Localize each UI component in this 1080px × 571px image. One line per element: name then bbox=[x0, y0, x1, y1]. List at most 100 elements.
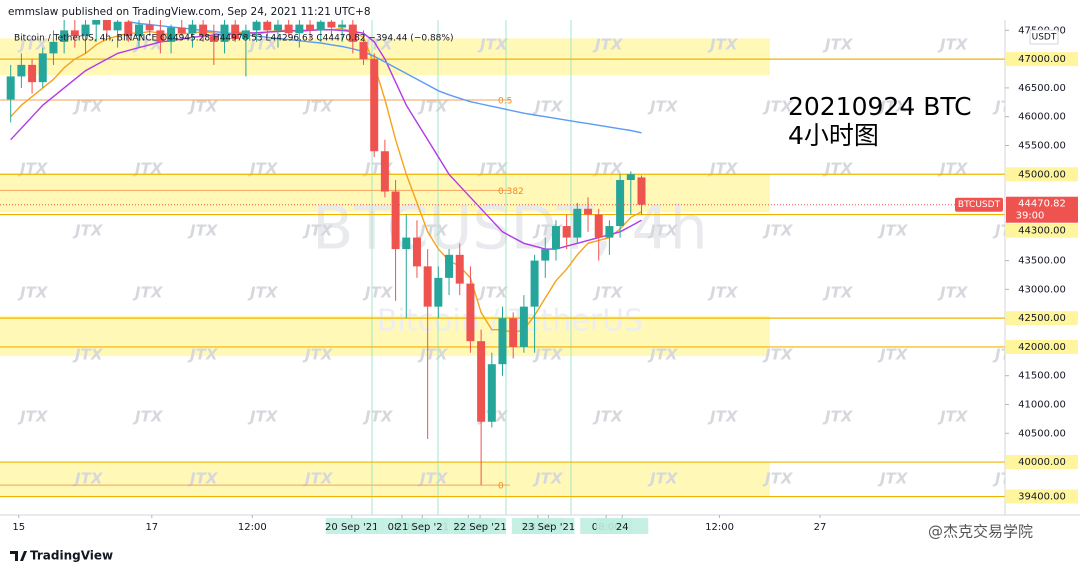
candle-body bbox=[445, 254, 454, 278]
candle-body bbox=[231, 24, 240, 39]
logo-watermark: JTX bbox=[187, 346, 219, 364]
x-tick-label: 23 Sep '21 bbox=[522, 522, 575, 533]
logo-watermark: JTX bbox=[822, 36, 854, 54]
logo-watermark: JTX bbox=[417, 98, 449, 116]
credit: @杰克交易学院 bbox=[928, 523, 1033, 541]
level-tag bbox=[1006, 52, 1078, 67]
candle-body bbox=[92, 20, 101, 25]
logo-watermark: JTX bbox=[707, 36, 739, 54]
x-tick-highlight bbox=[454, 518, 507, 534]
x-tick-highlight bbox=[396, 518, 449, 534]
candle-body bbox=[487, 364, 496, 422]
candle-body bbox=[199, 24, 208, 37]
currency: USDT bbox=[1032, 33, 1057, 43]
candle-body bbox=[594, 214, 603, 238]
x-tick-label: 27 bbox=[814, 522, 827, 533]
logo-watermark: JTX bbox=[362, 36, 394, 54]
x-tick-label: 20 Sep '21 bbox=[325, 522, 378, 533]
axes: 47500.0046500.0046000.0045500.0043500.00… bbox=[12, 25, 1078, 534]
logo-watermark: JTX bbox=[877, 346, 909, 364]
candle-body bbox=[380, 151, 389, 192]
logo-watermark: JTX bbox=[707, 408, 739, 426]
candle-body bbox=[551, 226, 560, 250]
logo-watermark: JTX bbox=[477, 284, 509, 302]
logo-watermark: JTX bbox=[877, 98, 909, 116]
logo-watermark: JTX bbox=[937, 160, 969, 178]
level-tag bbox=[1006, 223, 1078, 238]
candle-body bbox=[434, 277, 443, 307]
logo-icon bbox=[10, 551, 27, 561]
legend: Bitcoin / TetherUS, 4h, BINANCE O44945.2… bbox=[14, 34, 453, 44]
logo-watermark: JTX bbox=[302, 346, 334, 364]
candle-body bbox=[167, 27, 176, 42]
logo-watermark: JTX bbox=[937, 284, 969, 302]
candle-body bbox=[370, 59, 379, 152]
logo-watermark: JTX bbox=[822, 408, 854, 426]
logo-watermark: JTX bbox=[647, 98, 679, 116]
logo-watermark: JTX bbox=[477, 160, 509, 178]
candle-body bbox=[273, 24, 282, 31]
logo-watermark: JTX bbox=[762, 222, 794, 240]
candle-body bbox=[177, 27, 186, 34]
zone bbox=[0, 315, 770, 357]
level-label: 39400.00 bbox=[1018, 492, 1066, 503]
logo-watermark: JTX bbox=[532, 346, 564, 364]
logo-watermark: JTX bbox=[592, 160, 624, 178]
candle-body bbox=[220, 24, 229, 42]
logo-watermark: JTX bbox=[187, 222, 219, 240]
candle-body bbox=[466, 283, 475, 342]
logo-watermark: JTX bbox=[707, 160, 739, 178]
candle-body bbox=[6, 76, 15, 100]
logo-watermark: JTX bbox=[532, 98, 564, 116]
logo-watermark: JTX bbox=[822, 160, 854, 178]
logo-watermark: JTX bbox=[362, 408, 394, 426]
logo-watermark: JTX bbox=[992, 346, 1024, 364]
logo-watermark: JTX bbox=[17, 408, 49, 426]
fib-label: 0.382 bbox=[498, 187, 524, 197]
logo-watermark: JTX bbox=[647, 346, 679, 364]
last-price-tag bbox=[1006, 196, 1078, 223]
logo-watermark: JTX bbox=[72, 346, 104, 364]
candle-body bbox=[616, 180, 625, 227]
candle-body bbox=[541, 249, 550, 261]
candle-body bbox=[156, 30, 165, 42]
logo-watermark: JTX bbox=[132, 160, 164, 178]
logo-watermark: JTX bbox=[187, 470, 219, 488]
x-tick-label: 15 bbox=[12, 522, 25, 533]
publisher: emmslaw published on TradingView.com, Se… bbox=[8, 6, 371, 18]
candle-body bbox=[455, 254, 464, 284]
y-tick-label: 46500.00 bbox=[1018, 83, 1066, 94]
candle-body bbox=[573, 208, 582, 238]
logo-watermark: JTX bbox=[72, 98, 104, 116]
logo-watermark: JTX bbox=[302, 470, 334, 488]
level-tag bbox=[1006, 167, 1078, 182]
logo-watermark: JTX bbox=[17, 36, 49, 54]
level-label: 40000.00 bbox=[1018, 457, 1066, 468]
logo-watermark: JTX bbox=[647, 222, 679, 240]
candle-body bbox=[113, 21, 122, 31]
candle-body bbox=[188, 24, 197, 34]
level-label: 42500.00 bbox=[1018, 313, 1066, 324]
candle-body bbox=[295, 24, 304, 34]
logo-watermark: JTX bbox=[592, 408, 624, 426]
x-tick-label: 22 Sep '21 bbox=[453, 522, 506, 533]
level-tag bbox=[1006, 489, 1078, 504]
candle-body bbox=[509, 318, 518, 347]
currency-box bbox=[1029, 29, 1059, 45]
candle-body bbox=[402, 237, 411, 250]
candle-body bbox=[60, 30, 69, 42]
candle-body bbox=[359, 41, 368, 60]
tradingview-logo: TradingView bbox=[30, 549, 113, 563]
level-label: 42000.00 bbox=[1018, 342, 1066, 353]
candle-body bbox=[209, 36, 218, 42]
candle-body bbox=[423, 266, 432, 307]
logo-watermark: JTX bbox=[877, 470, 909, 488]
level-tag bbox=[1006, 311, 1078, 326]
logo-watermark: JTX bbox=[822, 284, 854, 302]
candle-body bbox=[263, 21, 272, 31]
x-tick-label: 12:00 bbox=[705, 522, 734, 533]
logo-watermark: JTX bbox=[877, 222, 909, 240]
candle-body bbox=[391, 191, 400, 250]
